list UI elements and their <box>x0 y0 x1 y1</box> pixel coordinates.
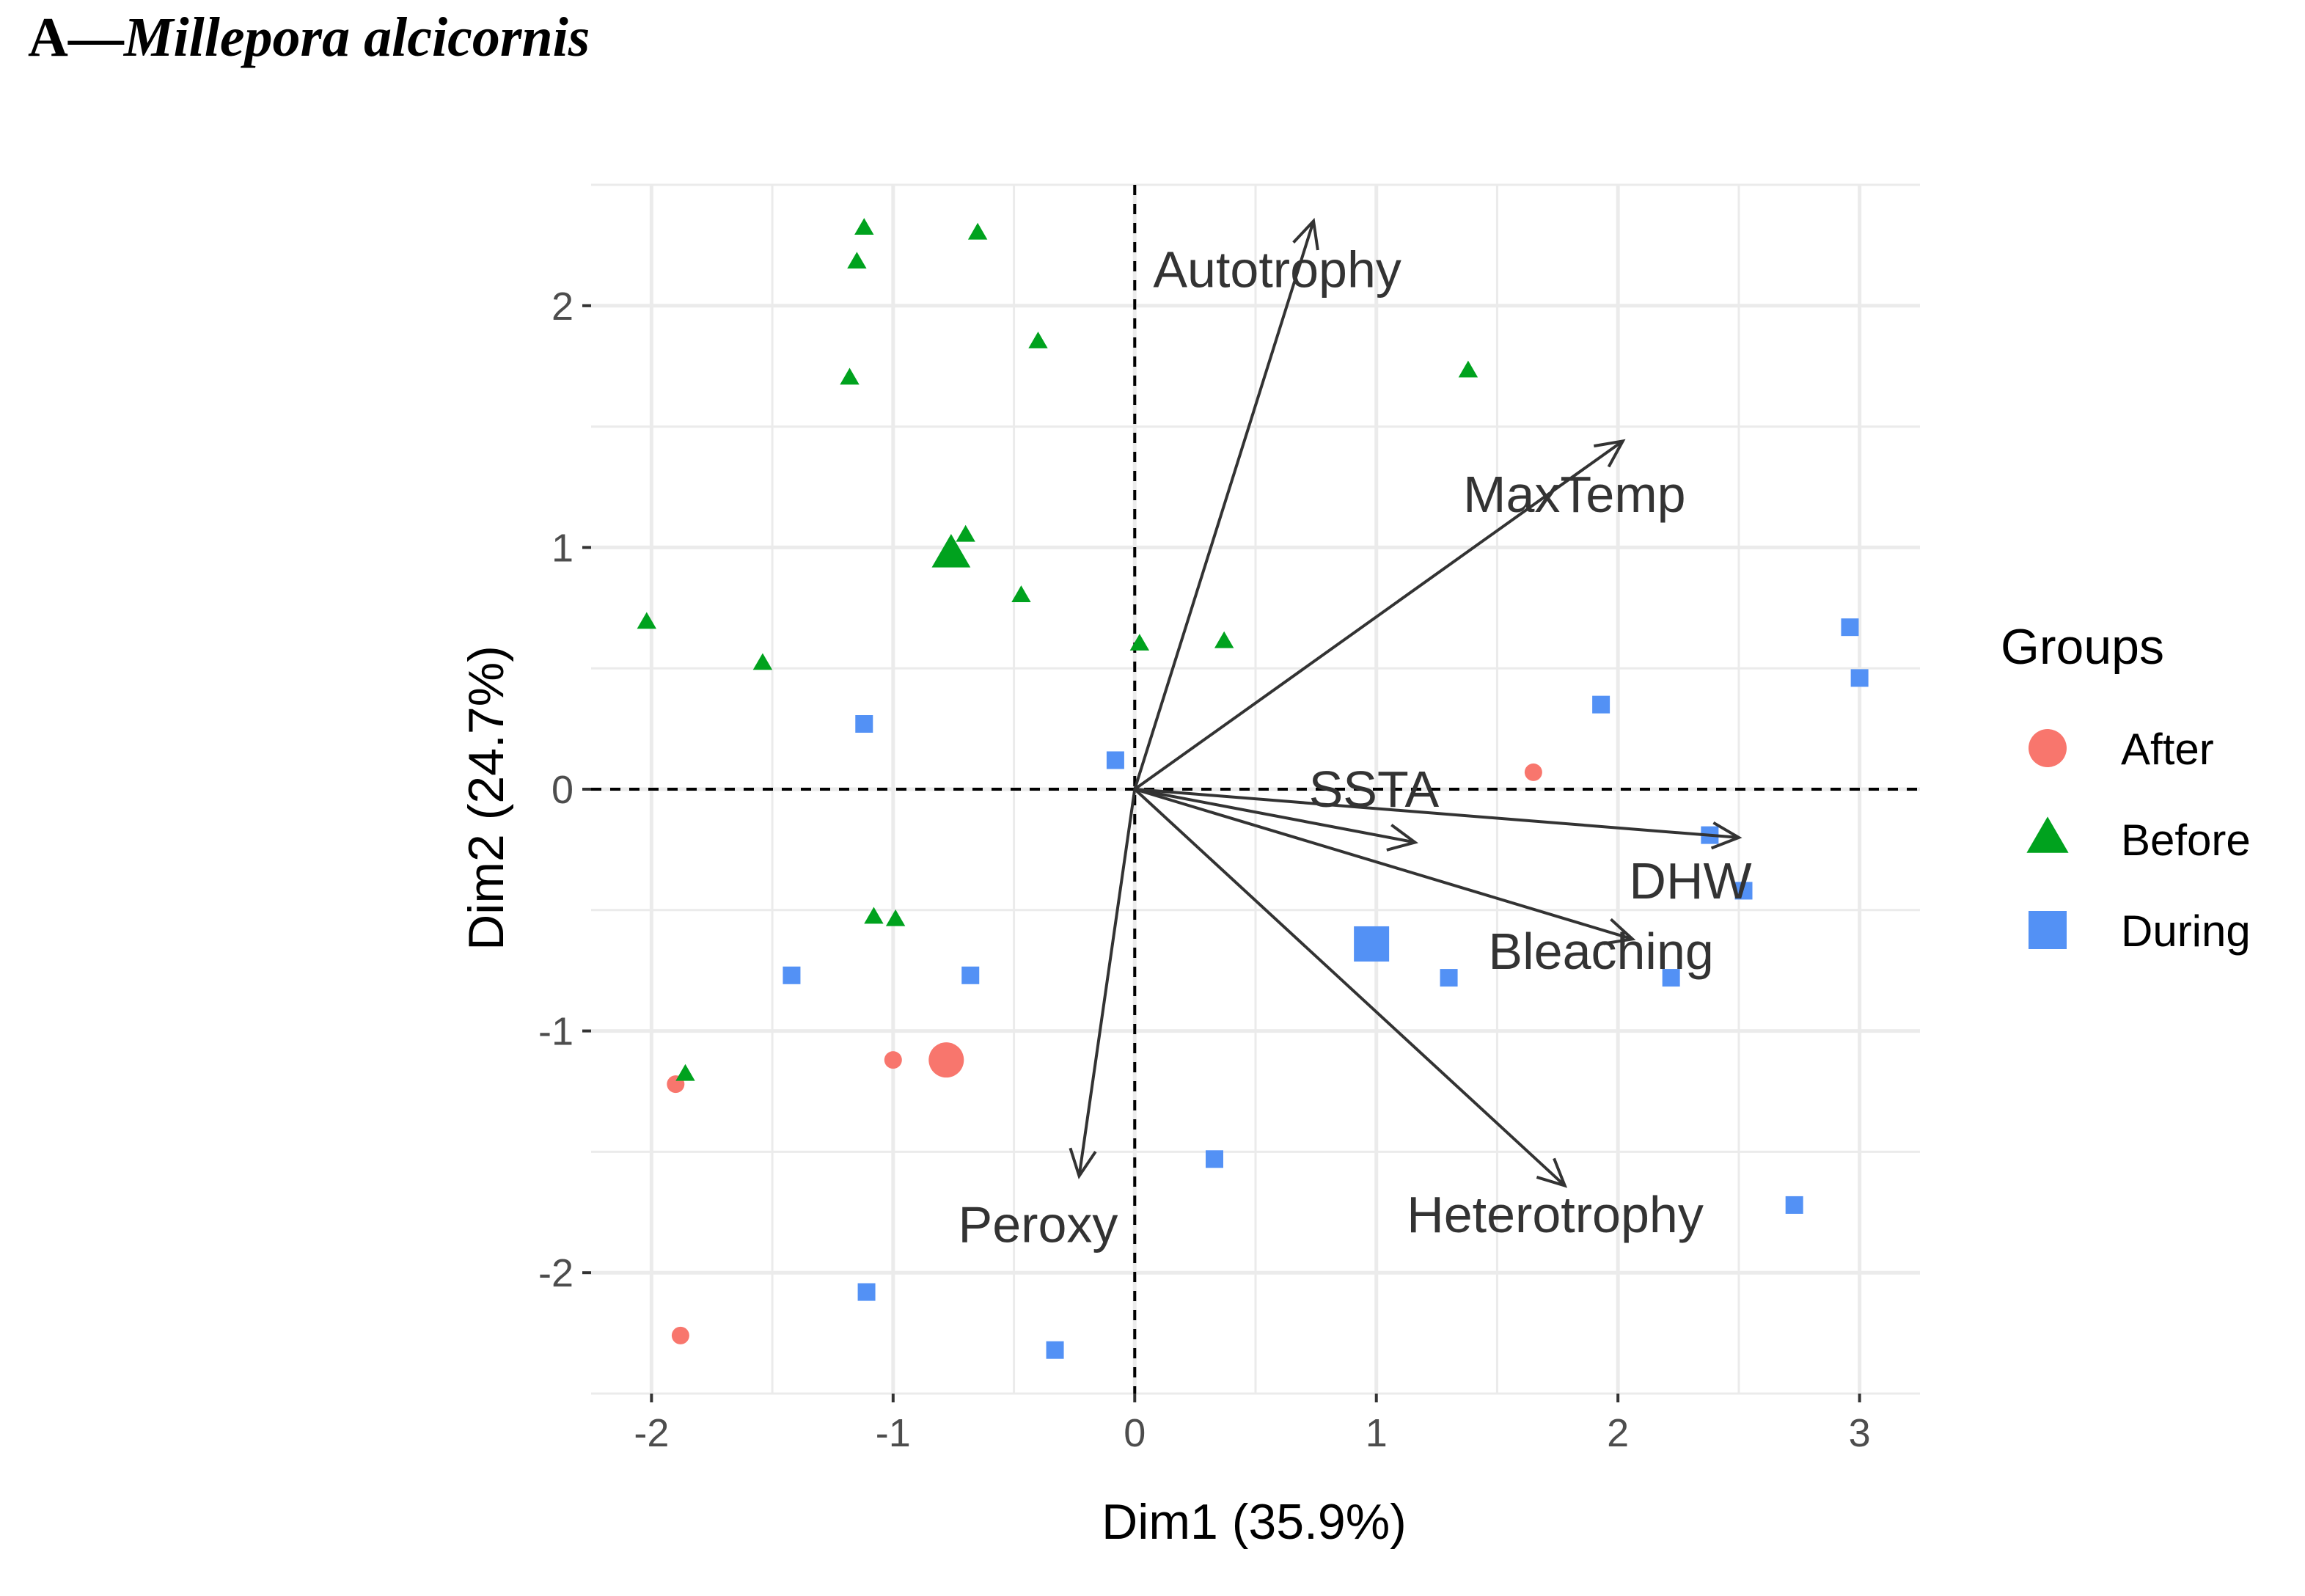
arrow-peroxy <box>1077 788 1137 1176</box>
variable-label-dhw: DHW <box>1629 852 1751 909</box>
point-before <box>864 907 884 924</box>
figure-panel-title: A—Millepora alcicornis <box>28 6 590 70</box>
y-tick-label: -2 <box>538 1251 573 1295</box>
point-during <box>855 715 873 733</box>
point-during <box>783 966 801 984</box>
arrowhead-bleaching <box>1603 918 1636 945</box>
y-tick-label: 2 <box>551 285 573 329</box>
variable-label-autotrophy: Autotrophy <box>1153 241 1401 298</box>
x-tick-label: -1 <box>876 1411 911 1455</box>
variable-label-maxtemp: MaxTemp <box>1463 466 1685 523</box>
variable-arrows <box>1069 218 1743 1188</box>
centroid-after <box>928 1042 964 1078</box>
arrowhead-heterotrophy <box>1536 1157 1568 1188</box>
arrowhead-peroxy <box>1069 1147 1097 1179</box>
x-tick-label: -2 <box>634 1411 669 1455</box>
variable-label-bleaching: Bleaching <box>1488 923 1713 980</box>
variable-labels: Autotrophy MaxTemp SSTA DHW Bleaching Heterot… <box>959 241 1752 1253</box>
y-axis-title: Dim2 (24.7%) <box>458 645 514 951</box>
point-before <box>1129 634 1150 651</box>
individual-points <box>637 218 1869 1359</box>
arrow-maxtemp <box>1134 439 1624 791</box>
arrowhead-autotrophy <box>1292 218 1319 251</box>
point-after <box>884 1051 902 1069</box>
point-during <box>961 966 980 984</box>
point-before <box>637 612 656 629</box>
legend-key-during <box>2029 911 2067 949</box>
variable-label-heterotrophy: Heterotrophy <box>1407 1186 1704 1243</box>
point-before <box>847 252 867 269</box>
axis-ticks: -2 -1 0 1 2 3 -2 -1 0 1 2 <box>538 285 1871 1455</box>
legend-key-before <box>2026 816 2069 853</box>
species-name: Millepora alcicornis <box>123 7 590 68</box>
point-during <box>1662 969 1680 987</box>
arrow-dhw <box>1135 788 1740 839</box>
point-during <box>1734 882 1753 900</box>
y-tick-label: 1 <box>551 526 573 570</box>
point-during <box>1592 695 1610 714</box>
point-before <box>675 1064 695 1081</box>
point-before <box>885 909 906 926</box>
centroid-during <box>1354 926 1390 962</box>
arrowhead-ssta <box>1386 824 1418 852</box>
point-during <box>1205 1150 1223 1168</box>
point-after <box>671 1326 689 1344</box>
point-before <box>1028 332 1048 348</box>
point-during <box>1850 669 1869 687</box>
variable-label-peroxy: Peroxy <box>959 1196 1118 1253</box>
legend-title: Groups <box>2001 619 2164 675</box>
point-during <box>1785 1196 1803 1214</box>
legend-label-during: During <box>2121 907 2251 956</box>
arrow-bleaching <box>1134 788 1633 941</box>
x-tick-label: 2 <box>1607 1411 1629 1455</box>
legend: Groups After Before During <box>2001 619 2251 956</box>
point-before <box>956 524 975 542</box>
y-tick-label: -1 <box>538 1010 573 1054</box>
reference-lines <box>591 185 1920 1394</box>
arrow-ssta <box>1134 788 1415 844</box>
arrowhead-maxtemp <box>1594 439 1626 468</box>
x-axis-title: Dim1 (35.9%) <box>1102 1494 1407 1550</box>
legend-key-after <box>2029 729 2067 767</box>
point-during <box>1440 969 1458 987</box>
point-before <box>1214 631 1234 648</box>
arrow-autotrophy <box>1133 220 1315 790</box>
point-during <box>1046 1341 1064 1359</box>
x-tick-label: 0 <box>1124 1411 1146 1455</box>
x-tick-label: 1 <box>1366 1411 1388 1455</box>
y-tick-label: 0 <box>551 768 573 812</box>
point-during <box>1106 751 1124 769</box>
variable-label-ssta: SSTA <box>1309 761 1440 818</box>
point-during <box>857 1283 876 1301</box>
point-before <box>840 367 860 385</box>
point-before <box>1011 585 1031 602</box>
point-before <box>854 218 874 235</box>
point-before <box>752 653 773 670</box>
point-during <box>1841 618 1859 637</box>
arrow-heterotrophy <box>1133 788 1566 1187</box>
panel-label: A— <box>28 7 124 68</box>
point-after <box>1524 763 1542 781</box>
point-before <box>1458 360 1478 378</box>
legend-label-after: After <box>2121 725 2214 774</box>
x-tick-label: 3 <box>1849 1411 1871 1455</box>
legend-label-before: Before <box>2121 816 2251 865</box>
centroid-before <box>931 534 971 568</box>
arrowhead-dhw <box>1710 821 1743 850</box>
point-before <box>967 222 988 240</box>
